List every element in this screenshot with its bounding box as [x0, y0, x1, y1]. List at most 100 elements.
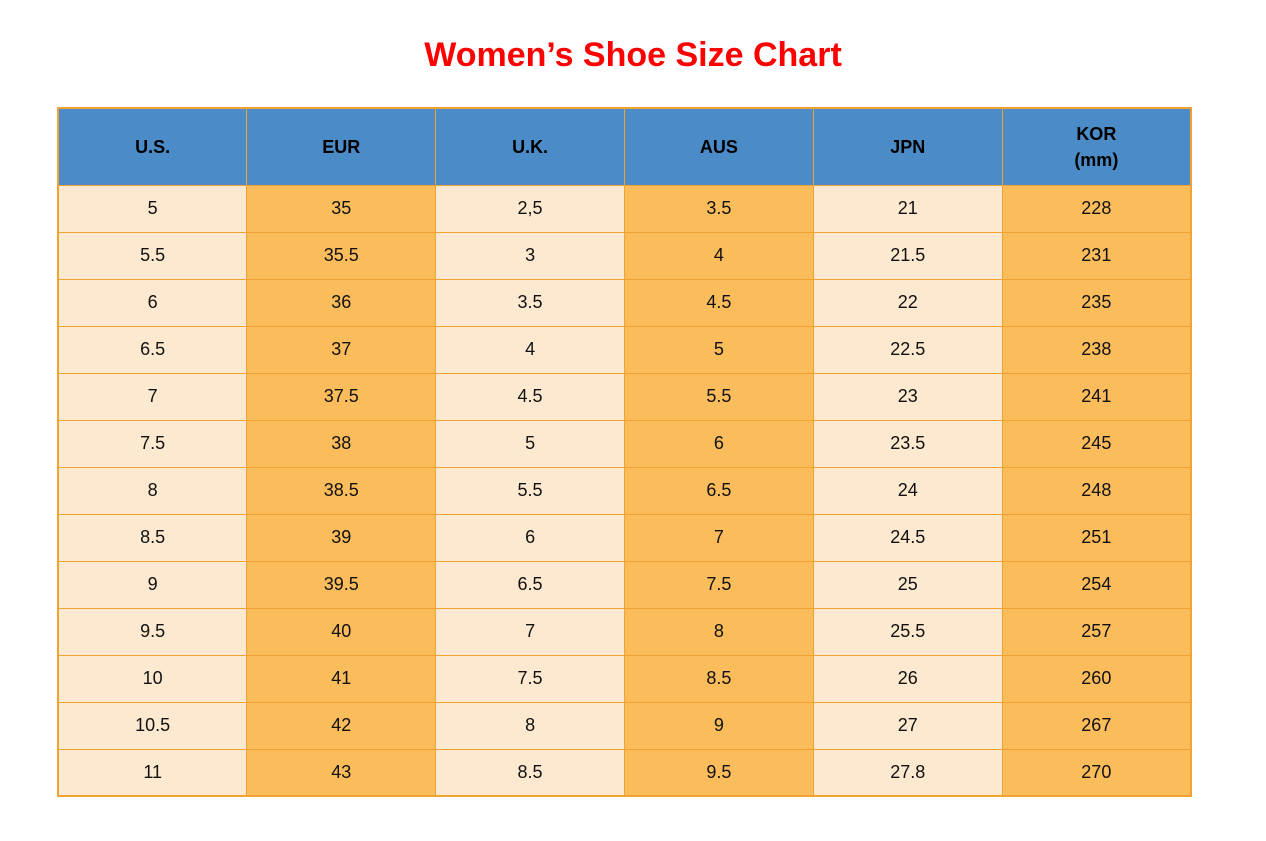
- table-cell-eur: 40: [246, 607, 437, 656]
- table-cell-us: 5.5: [57, 231, 248, 280]
- table-cell-kor: 228: [1001, 184, 1192, 233]
- table-cell-aus: 3.5: [623, 184, 814, 233]
- table-cell-uk: 4: [435, 325, 625, 374]
- table-cell-eur: 35.5: [246, 231, 437, 280]
- table-cell-eur: 39: [246, 513, 437, 562]
- header-cell-aus: AUS: [623, 107, 814, 186]
- table-cell-kor: 270: [1001, 748, 1192, 797]
- table-cell-jpn: 27: [812, 701, 1003, 750]
- table-cell-kor: 257: [1001, 607, 1192, 656]
- header-cell-us: U.S.: [57, 107, 248, 186]
- table-cell-eur: 38: [246, 419, 437, 468]
- table-cell-jpn: 21.5: [812, 231, 1003, 280]
- table-cell-uk: 4.5: [435, 372, 625, 421]
- table-cell-kor: 251: [1001, 513, 1192, 562]
- table-cell-aus: 7.5: [623, 560, 814, 609]
- table-cell-jpn: 23.5: [812, 419, 1003, 468]
- page-title: Women’s Shoe Size Chart: [424, 36, 842, 74]
- header-cell-jpn: JPN: [812, 107, 1003, 186]
- table-cell-uk: 2,5: [435, 184, 625, 233]
- table-cell-eur: 39.5: [246, 560, 437, 609]
- table-cell-jpn: 27.8: [812, 748, 1003, 797]
- table-row: 7 37.5 4.5 5.5 23 241: [57, 372, 1192, 421]
- header-cell-kor: KOR (mm): [1001, 107, 1192, 186]
- table-cell-aus: 7: [623, 513, 814, 562]
- table-cell-us: 6.5: [57, 325, 248, 374]
- table-cell-us: 6: [57, 278, 248, 327]
- table-cell-kor: 248: [1001, 466, 1192, 515]
- table-cell-us: 10: [57, 654, 248, 703]
- table-cell-uk: 6: [435, 513, 625, 562]
- table-row: 6 36 3.5 4.5 22 235: [57, 278, 1192, 327]
- table-cell-us: 8.5: [57, 513, 248, 562]
- table-cell-eur: 41: [246, 654, 437, 703]
- table-cell-uk: 5: [435, 419, 625, 468]
- table-row: 11 43 8.5 9.5 27.8 270: [57, 748, 1192, 797]
- table-row: 7.5 38 5 6 23.5 245: [57, 419, 1192, 468]
- table-cell-aus: 8.5: [623, 654, 814, 703]
- table-cell-eur: 37.5: [246, 372, 437, 421]
- header-label: U.S.: [135, 136, 171, 157]
- table-cell-jpn: 25: [812, 560, 1003, 609]
- table-cell-aus: 9: [623, 701, 814, 750]
- table-cell-kor: 245: [1001, 419, 1192, 468]
- table-cell-us: 5: [57, 184, 248, 233]
- table-cell-eur: 37: [246, 325, 437, 374]
- table-row: 8 38.5 5.5 6.5 24 248: [57, 466, 1192, 515]
- table-cell-eur: 36: [246, 278, 437, 327]
- header-cell-eur: EUR: [246, 107, 437, 186]
- table-row: 5.5 35.5 3 4 21.5 231: [57, 231, 1192, 280]
- table-cell-aus: 5.5: [623, 372, 814, 421]
- table-cell-kor: 267: [1001, 701, 1192, 750]
- table-cell-us: 8: [57, 466, 248, 515]
- table-header-row: U.S. EUR U.K. AUS JPN KOR (mm): [57, 107, 1192, 186]
- table-cell-jpn: 25.5: [812, 607, 1003, 656]
- table-cell-jpn: 22.5: [812, 325, 1003, 374]
- table-cell-kor: 254: [1001, 560, 1192, 609]
- table-cell-kor: 235: [1001, 278, 1192, 327]
- header-label: KOR: [1076, 123, 1117, 144]
- table-cell-kor: 238: [1001, 325, 1192, 374]
- table-row: 10 41 7.5 8.5 26 260: [57, 654, 1192, 703]
- header-label: EUR: [322, 136, 361, 157]
- table-cell-uk: 3: [435, 231, 625, 280]
- table-cell-aus: 6: [623, 419, 814, 468]
- table-cell-uk: 7.5: [435, 654, 625, 703]
- table-cell-uk: 7: [435, 607, 625, 656]
- table-cell-kor: 231: [1001, 231, 1192, 280]
- table-cell-us: 11: [57, 748, 248, 797]
- table-header: U.S. EUR U.K. AUS JPN KOR (mm): [57, 107, 1192, 186]
- header-sublabel: (mm): [1074, 149, 1119, 170]
- table-cell-jpn: 26: [812, 654, 1003, 703]
- table-cell-uk: 6.5: [435, 560, 625, 609]
- table-cell-us: 10.5: [57, 701, 248, 750]
- table-cell-uk: 8.5: [435, 748, 625, 797]
- table-row: 6.5 37 4 5 22.5 238: [57, 325, 1192, 374]
- header-label: AUS: [699, 136, 738, 157]
- table-cell-jpn: 24: [812, 466, 1003, 515]
- table-cell-eur: 42: [246, 701, 437, 750]
- header-label: U.K.: [512, 136, 549, 157]
- table-cell-us: 7.5: [57, 419, 248, 468]
- header-label: JPN: [890, 136, 926, 157]
- table-body: 5 35 2,5 3.5 21 228 5.5 35.5 3 4 21.5 231 6 36 3.5 4.5 2…: [57, 184, 1192, 797]
- table-cell-aus: 8: [623, 607, 814, 656]
- table-cell-kor: 260: [1001, 654, 1192, 703]
- table-cell-uk: 3.5: [435, 278, 625, 327]
- table-cell-jpn: 23: [812, 372, 1003, 421]
- table-cell-us: 7: [57, 372, 248, 421]
- table-cell-kor: 241: [1001, 372, 1192, 421]
- table-cell-eur: 35: [246, 184, 437, 233]
- table-cell-eur: 38.5: [246, 466, 437, 515]
- table-cell-jpn: 22: [812, 278, 1003, 327]
- table-row: 10.5 42 8 9 27 267: [57, 701, 1192, 750]
- table-row: 8.5 39 6 7 24.5 251: [57, 513, 1192, 562]
- table-cell-uk: 8: [435, 701, 625, 750]
- table-cell-aus: 4: [623, 231, 814, 280]
- table-cell-jpn: 24.5: [812, 513, 1003, 562]
- table-cell-aus: 5: [623, 325, 814, 374]
- table-cell-us: 9.5: [57, 607, 248, 656]
- table-cell-aus: 9.5: [623, 748, 814, 797]
- table-cell-us: 9: [57, 560, 248, 609]
